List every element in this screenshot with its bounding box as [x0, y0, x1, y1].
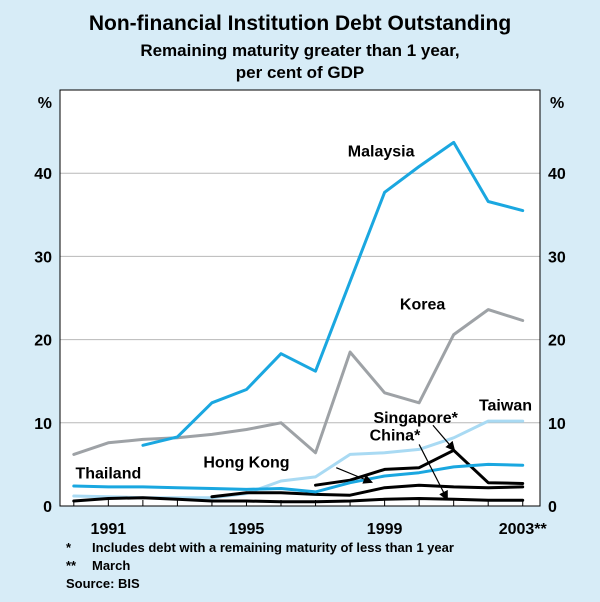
chart-title: Non-financial Institution Debt Outstandi… — [88, 12, 512, 35]
series-line-singapore — [314, 448, 525, 487]
footnote-2-symbol: ** — [66, 558, 77, 573]
y-tick-label-right: 20 — [548, 333, 566, 350]
series-label-taiwan: Taiwan — [479, 397, 532, 414]
label-arrow — [418, 444, 448, 501]
label-arrow — [432, 424, 456, 452]
y-unit-left: % — [38, 95, 52, 112]
y-tick-label-right: 10 — [548, 416, 566, 433]
plot-area — [60, 90, 540, 506]
series-line-malaysia — [141, 140, 525, 447]
series-label-thailand: Thailand — [75, 466, 141, 483]
series-label-hongkong: Hong Kong — [203, 455, 289, 472]
y-tick-label-right: 30 — [548, 249, 566, 266]
footnote-2: ** March — [66, 558, 130, 573]
x-tick-label-end: 2003** — [499, 521, 548, 538]
chart-subtitle-line-1: Remaining maturity greater than 1 year, — [140, 41, 460, 60]
y-tick-label-left: 10 — [34, 416, 52, 433]
x-tick-label: 1991 — [91, 521, 127, 538]
series-label-china: China* — [370, 427, 421, 444]
y-tick-label-right: 0 — [548, 499, 557, 516]
x-tick-label: 1995 — [229, 521, 265, 538]
y-tick-label-left: 20 — [34, 333, 52, 350]
footnote-1-text: Includes debt with a remaining maturity … — [92, 540, 454, 555]
source-note: Source: BIS — [66, 576, 140, 591]
y-tick-label-left: 40 — [34, 166, 52, 183]
x-tick-label: 1999 — [367, 521, 403, 538]
label-arrow — [336, 467, 374, 484]
footnote-2-text: March — [92, 558, 131, 573]
chart-subtitle-line-2: per cent of GDP — [235, 63, 365, 82]
footnote-1-symbol: * — [66, 540, 72, 555]
y-tick-label-right: 40 — [548, 166, 566, 183]
footnote-1: * Includes debt with a remaining maturity… — [66, 540, 454, 555]
series-line-china — [72, 496, 525, 504]
series-line-hongkong — [210, 483, 525, 499]
series-label-korea: Korea — [400, 297, 445, 314]
series-label-malaysia: Malaysia — [348, 144, 415, 161]
series-label-singapore: Singapore* — [373, 410, 458, 427]
y-unit-right: % — [550, 95, 564, 112]
plot-frame — [59, 89, 541, 507]
series-line-thailand — [72, 462, 525, 494]
y-tick-label-left: 30 — [34, 249, 52, 266]
y-tick-label-left: 0 — [43, 499, 52, 516]
series-line-korea — [72, 308, 525, 456]
